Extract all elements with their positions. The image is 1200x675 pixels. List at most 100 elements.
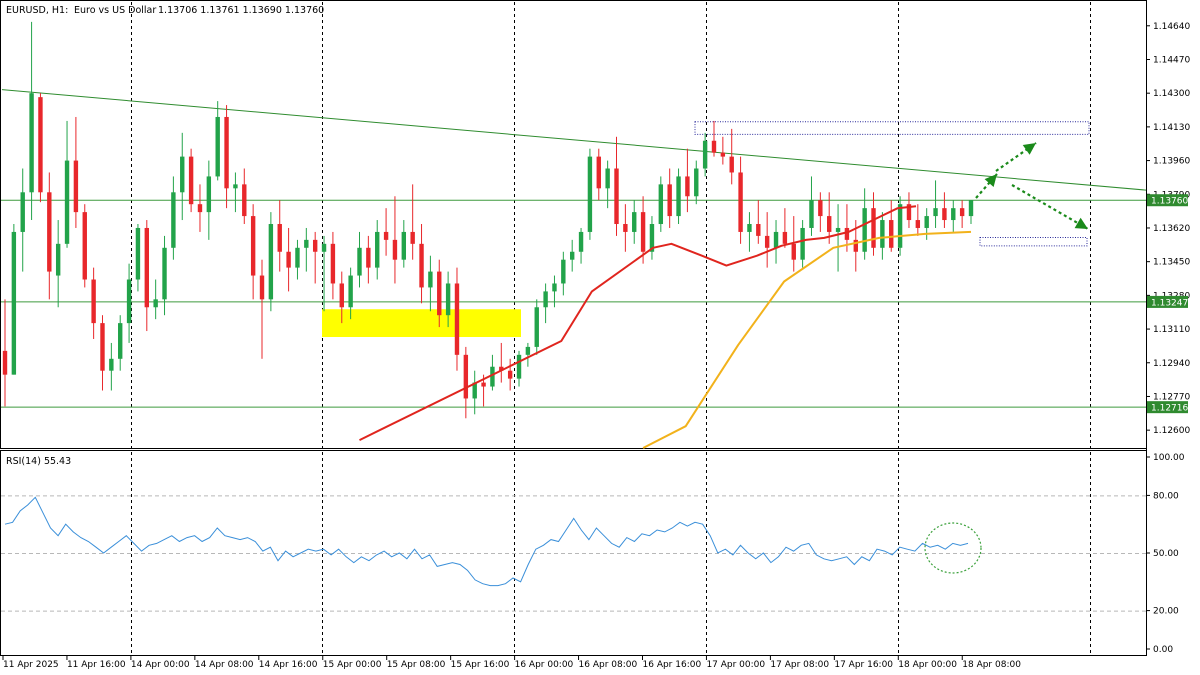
- candle: [109, 342, 114, 391]
- candlesticks: [2, 21, 974, 419]
- candle-body: [401, 231, 407, 260]
- time-axis: 11 Apr 2025 11 Apr 16:00 14 Apr 00:00 14 Ap…: [2, 656, 1021, 670]
- price-tick-label: 1.14300: [1153, 89, 1190, 99]
- candle-body: [259, 275, 265, 300]
- time-tick-label: 14 Apr 08:00: [195, 660, 254, 670]
- candle: [286, 227, 291, 292]
- candle-body: [587, 156, 593, 232]
- price-tag-box: [1147, 194, 1188, 207]
- candle: [747, 212, 752, 252]
- time-tick-label: 15 Apr 00:00: [323, 660, 382, 670]
- candle-body: [472, 382, 477, 399]
- candle-body: [915, 220, 921, 228]
- candle-body: [729, 156, 734, 173]
- candle: [667, 168, 672, 228]
- price-tag-box: [1147, 295, 1188, 308]
- price-tick-label: 1.13620: [1153, 224, 1190, 234]
- candle: [135, 224, 141, 292]
- candle: [623, 204, 628, 252]
- price-tick-label: 1.13110: [1153, 325, 1190, 335]
- candle-body: [694, 168, 699, 197]
- candle-body: [933, 208, 938, 217]
- candle: [924, 208, 929, 240]
- chart-description: Euro vs US Dollar: [74, 5, 156, 16]
- candle: [605, 160, 610, 209]
- candle: [844, 204, 850, 252]
- time-tick-label: 16 Apr 08:00: [579, 660, 638, 670]
- candle-body: [747, 224, 752, 232]
- candle-body: [800, 227, 805, 260]
- candle: [277, 200, 282, 272]
- candle: [525, 342, 531, 367]
- candle-body: [667, 184, 672, 217]
- candle: [188, 148, 194, 213]
- candle: [516, 350, 522, 387]
- candle-body: [782, 231, 788, 244]
- candle: [410, 184, 415, 260]
- candle: [215, 101, 220, 181]
- candle-body: [357, 247, 362, 276]
- candle-body: [135, 227, 141, 280]
- candle-body: [454, 283, 460, 355]
- candle-body: [623, 224, 628, 232]
- candle-body: [277, 224, 282, 252]
- rsi-tick-label: 50.00: [1153, 549, 1179, 559]
- candle: [800, 220, 805, 268]
- price-tick-label: 1.14640: [1153, 22, 1190, 32]
- candle: [472, 370, 477, 415]
- candle: [702, 132, 708, 177]
- arrow-down-head: [1074, 217, 1088, 229]
- candle: [64, 120, 70, 248]
- price-axis: 1.14640 1.14470 1.14300 1.14130 1.13960 1.137…: [1146, 22, 1190, 436]
- candle-body: [959, 208, 965, 217]
- candle-body: [20, 192, 25, 232]
- candle-body: [756, 224, 761, 236]
- candle-body: [649, 224, 655, 252]
- candle-body: [552, 283, 557, 292]
- candle: [507, 358, 513, 391]
- rsi-tick-label: 80.00: [1153, 491, 1179, 501]
- candle-body: [569, 251, 575, 260]
- candle: [463, 346, 469, 419]
- candle: [454, 267, 460, 371]
- candle-body: [11, 231, 17, 375]
- candle-body: [242, 184, 247, 217]
- candle-body: [428, 271, 433, 288]
- candle-body: [676, 176, 681, 217]
- candle: [100, 315, 105, 391]
- candle: [29, 21, 34, 221]
- candle: [428, 255, 433, 312]
- rsi-line: [4, 496, 969, 587]
- candle-body: [942, 208, 947, 221]
- candle-body: [29, 93, 34, 193]
- candle-body: [224, 116, 229, 189]
- candle-body: [596, 156, 601, 189]
- candle-body: [233, 184, 238, 189]
- candle: [729, 128, 734, 185]
- candle-body: [64, 160, 70, 244]
- candle: [658, 176, 664, 232]
- candle: [835, 204, 841, 272]
- candle-body: [791, 243, 796, 260]
- candle-body: [463, 354, 469, 399]
- candle-body: [632, 212, 637, 232]
- candle-body: [738, 172, 743, 232]
- candle-body: [764, 235, 770, 248]
- fast-ma-line: [359, 205, 917, 441]
- candle-body: [889, 220, 894, 248]
- candle-body: [144, 227, 149, 308]
- candle-body: [720, 152, 726, 157]
- candle-body: [348, 275, 353, 308]
- candle: [906, 192, 912, 228]
- candle-body: [561, 259, 566, 284]
- candle-body: [188, 156, 194, 205]
- candle: [756, 200, 761, 244]
- price-tick-label: 1.12770: [1153, 392, 1190, 402]
- price-tag: 1.13247: [1147, 295, 1188, 308]
- candle: [649, 216, 655, 260]
- candle-body: [91, 279, 96, 324]
- price-tick-label: 1.12940: [1153, 359, 1190, 369]
- candle: [259, 259, 265, 359]
- candle-body: [685, 176, 690, 197]
- rsi-label: RSI(14) 55.43: [6, 456, 71, 467]
